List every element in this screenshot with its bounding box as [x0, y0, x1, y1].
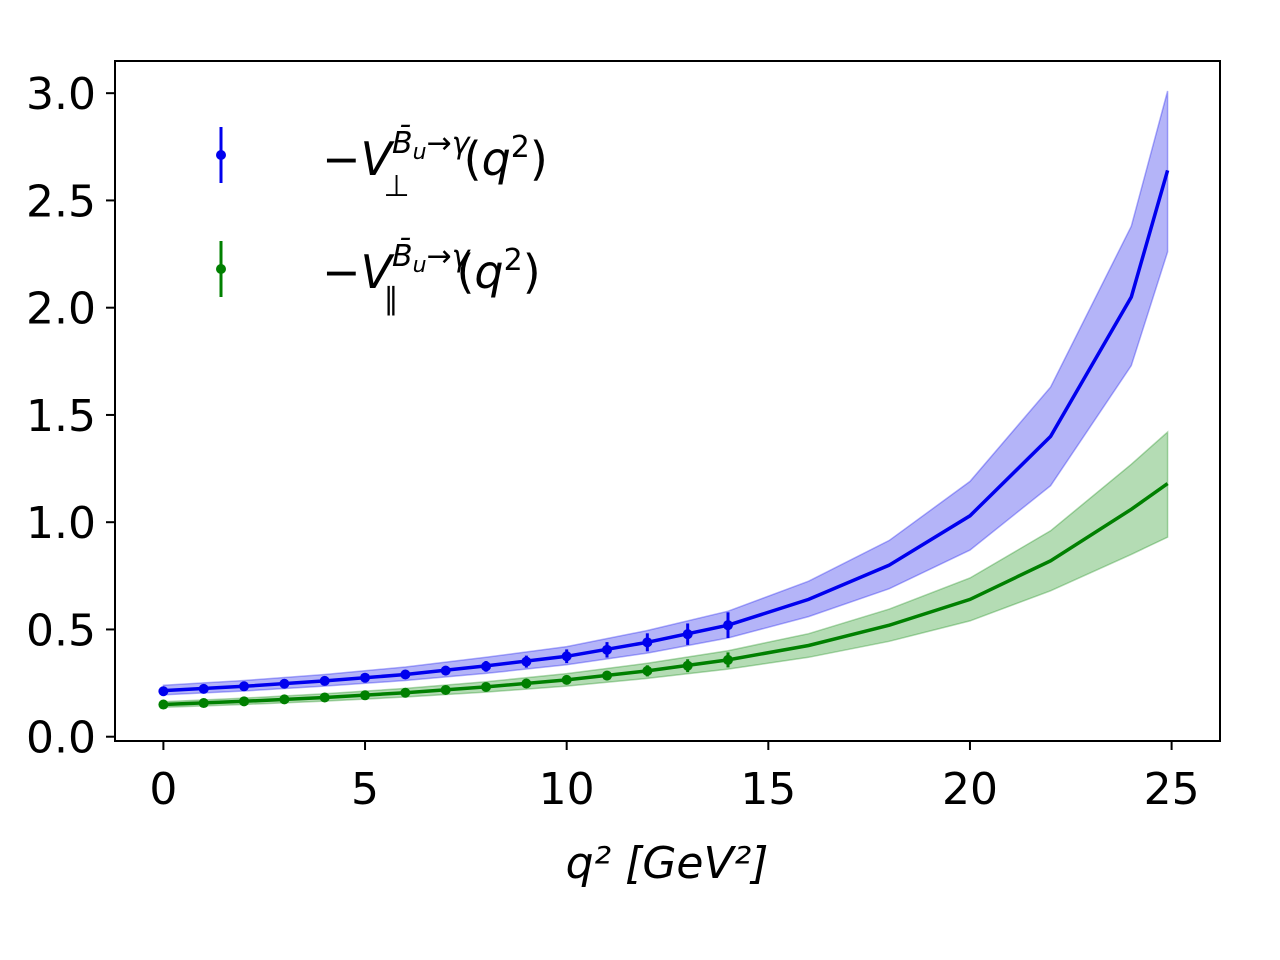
marker-par: [158, 699, 169, 710]
y-tick-label: 2.0: [26, 284, 96, 335]
point-perp: [602, 642, 613, 658]
legend-entry-par: −VB̄u→γ ∥(q2): [216, 238, 541, 317]
marker-perp: [561, 651, 572, 662]
y-axis-ticks: 0.0 0.5 1.0 1.5 2.0 2.5 3.0: [26, 69, 115, 764]
point-par: [198, 698, 209, 709]
point-par: [481, 681, 492, 692]
point-par: [642, 665, 653, 677]
marker-par: [279, 694, 290, 705]
legend-entry-perp: −VB̄u→γ ⊥(q2): [216, 125, 548, 204]
legend-marker-par-dot: [216, 264, 226, 274]
marker-par: [642, 665, 653, 676]
y-tick-label: 0.0: [26, 713, 96, 764]
marker-par: [722, 654, 733, 665]
x-axis-ticks: 0 5 10 15 20 25: [149, 741, 1200, 815]
x-tick-label: 15: [740, 764, 796, 815]
point-perp: [239, 681, 250, 692]
marker-perp: [158, 686, 169, 697]
y-tick-label: 3.0: [26, 69, 96, 120]
marker-perp: [602, 644, 613, 655]
point-par: [521, 678, 532, 689]
point-perp: [561, 649, 572, 664]
point-perp: [158, 686, 169, 697]
legend-label-par: −VB̄u→γ ∥(q2): [322, 238, 541, 317]
point-par: [440, 684, 451, 695]
point-par: [561, 674, 572, 685]
point-perp: [481, 660, 492, 672]
y-tick-label: 1.0: [26, 498, 96, 549]
marker-perp: [400, 669, 411, 680]
marker-perp: [239, 681, 250, 692]
point-par: [158, 699, 169, 710]
point-par: [360, 690, 371, 701]
marker-par: [481, 681, 492, 692]
point-perp: [642, 633, 653, 652]
point-perp: [682, 623, 693, 645]
marker-par: [682, 660, 693, 671]
legend-label-perp: −VB̄u→γ ⊥(q2): [322, 125, 548, 204]
band-perp: [162, 90, 1169, 696]
marker-perp: [642, 637, 653, 648]
marker-perp: [319, 675, 330, 686]
marker-perp: [360, 672, 371, 683]
data-points: [158, 612, 733, 710]
point-par: [722, 652, 733, 668]
point-perp: [360, 672, 371, 683]
point-perp: [279, 678, 290, 689]
x-tick-label: 25: [1144, 764, 1200, 815]
marker-par: [602, 670, 613, 681]
point-par: [239, 696, 250, 707]
y-tick-label: 0.5: [26, 605, 96, 656]
marker-perp: [521, 656, 532, 667]
legend-marker-perp-dot: [216, 150, 226, 160]
x-tick-label: 20: [942, 764, 998, 815]
point-par: [319, 692, 330, 703]
marker-par: [198, 698, 209, 709]
y-tick-label: 1.5: [26, 391, 96, 442]
point-perp: [722, 612, 733, 639]
marker-perp: [440, 665, 451, 676]
uncertainty-bands: [162, 90, 1169, 709]
marker-par: [360, 690, 371, 701]
band-par: [162, 430, 1169, 709]
point-perp: [198, 683, 209, 694]
x-tick-label: 10: [539, 764, 595, 815]
point-par: [682, 659, 693, 673]
marker-par: [319, 692, 330, 703]
x-tick-label: 0: [149, 764, 177, 815]
y-tick-label: 2.5: [26, 176, 96, 227]
marker-par: [400, 687, 411, 698]
point-perp: [440, 665, 451, 676]
legend: −VB̄u→γ ⊥(q2) −VB̄u→γ ∥(q2): [216, 125, 548, 317]
marker-perp: [279, 678, 290, 689]
marker-par: [440, 684, 451, 695]
marker-par: [561, 674, 572, 685]
marker-par: [239, 696, 250, 707]
point-perp: [521, 655, 532, 668]
plot-frame: [114, 60, 1221, 742]
point-perp: [319, 675, 330, 686]
marker-perp: [481, 661, 492, 672]
x-tick-label: 5: [351, 764, 379, 815]
marker-perp: [722, 620, 733, 631]
marker-perp: [682, 629, 693, 640]
point-par: [602, 670, 613, 681]
x-axis-label: q² [GeV²]: [566, 838, 769, 889]
point-par: [279, 694, 290, 705]
marker-par: [521, 678, 532, 689]
marker-perp: [198, 683, 209, 694]
point-par: [400, 687, 411, 698]
point-perp: [400, 669, 411, 680]
